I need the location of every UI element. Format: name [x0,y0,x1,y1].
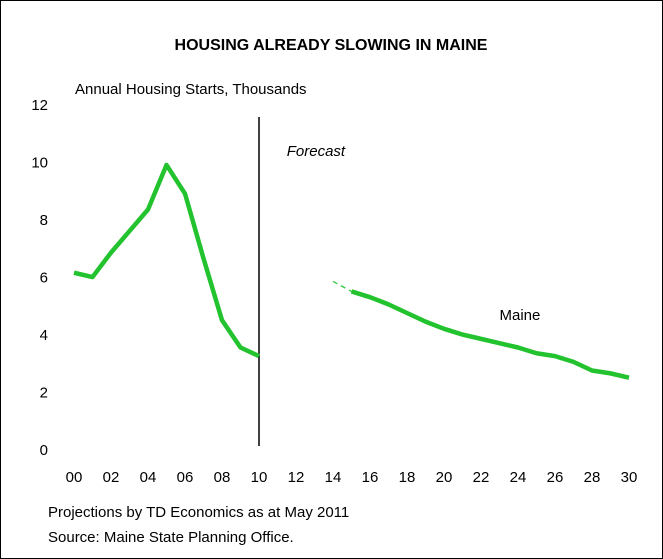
x-tick-label: 30 [621,469,638,486]
x-tick-label: 28 [584,469,601,486]
x-tick-label: 00 [66,469,83,486]
x-tick-label: 02 [103,469,120,486]
x-tick-label: 12 [288,469,305,486]
y-tick-label: 12 [31,97,48,114]
x-tick-label: 06 [177,469,194,486]
line [73,162,260,359]
x-tick-label: 20 [436,469,453,486]
y-tick-label: 2 [40,384,48,401]
chart-title: HOUSING ALREADY SLOWING IN MAINE [175,37,488,54]
annotation: Forecast [287,143,346,160]
x-tick-label: 18 [399,469,416,486]
y-tick-label: 4 [40,327,48,344]
annotation: Maine [500,307,541,324]
y-tick-label: 0 [40,442,48,459]
note: Source: Maine State Planning Office. [48,529,294,546]
line [350,289,630,380]
y-tick-label: 6 [40,269,48,286]
x-tick-label: 14 [325,469,342,486]
x-tick-label: 22 [473,469,490,486]
y-axis-label: Annual Housing Starts, Thousands [75,81,307,98]
note: Projections by TD Economics as at May 20… [48,504,349,521]
x-tick-label: 04 [140,469,157,486]
x-tick-label: 24 [510,469,527,486]
x-tick-label: 16 [362,469,379,486]
y-tick-label: 8 [40,212,48,229]
x-tick-label: 08 [214,469,231,486]
y-tick-label: 10 [31,154,48,171]
x-tick-label: 10 [251,469,268,486]
x-tick-label: 26 [547,469,564,486]
line [332,280,352,292]
